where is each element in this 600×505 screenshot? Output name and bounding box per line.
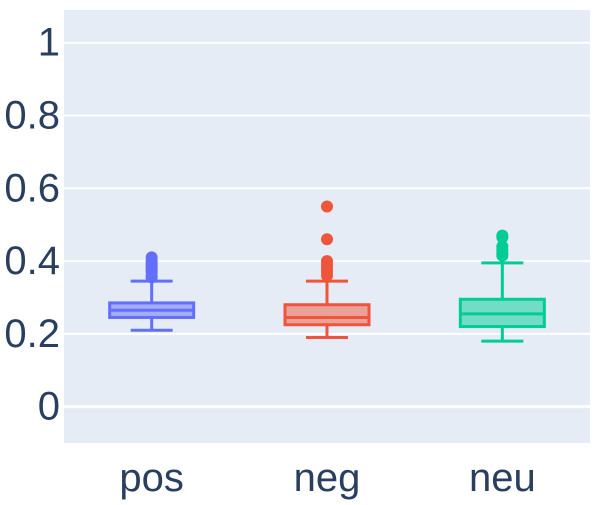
y-tick-label: 0.6 [4, 166, 60, 210]
box-pos [108, 251, 196, 332]
boxes [108, 200, 546, 343]
x-tick-label-neu: neu [469, 456, 536, 500]
y-tick-label: 0 [38, 385, 60, 429]
plot-background [64, 10, 590, 443]
x-tick-label-neg: neg [294, 456, 361, 500]
outlier-point [321, 255, 333, 268]
x-axis-tick-labels: pos neg neu [119, 456, 535, 500]
iqr-box [283, 303, 371, 327]
box-neg [283, 200, 371, 339]
outlier-point [496, 229, 509, 242]
x-tick-label-pos: pos [119, 456, 184, 500]
y-tick-label: 0.4 [4, 239, 60, 283]
y-tick-label: 0.8 [4, 94, 60, 138]
outlier-point [321, 233, 333, 246]
outlier-point [496, 240, 509, 253]
y-tick-label: 1 [38, 21, 60, 65]
outlier-point [145, 251, 158, 264]
y-axis-tick-labels: 0 0.2 0.4 0.6 0.8 1 [4, 21, 60, 429]
box-neu [458, 229, 546, 343]
y-tick-label: 0.2 [4, 312, 60, 356]
outlier-point [321, 200, 333, 213]
